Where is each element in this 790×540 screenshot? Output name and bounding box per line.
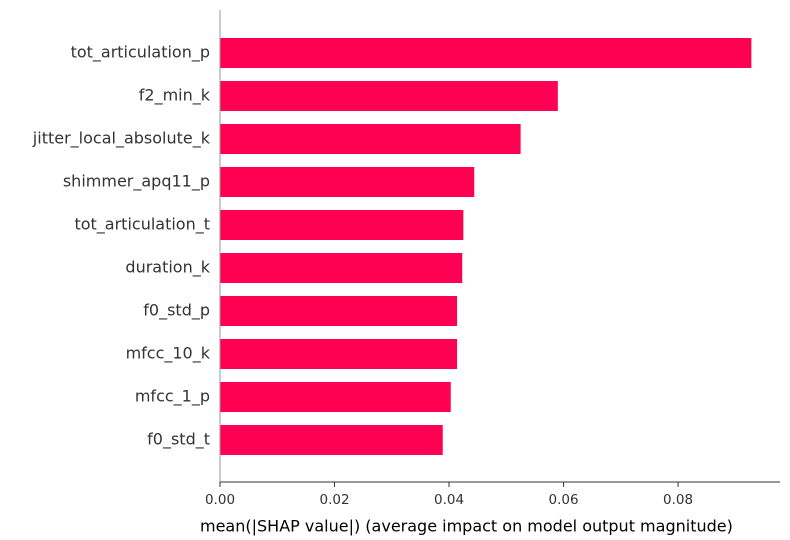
bar-f0_std_t [220, 425, 443, 455]
category-label-mfcc_1_p: mfcc_1_p [135, 387, 210, 407]
bar-jitter_local_absolute_k [220, 124, 521, 154]
x-tick-label: 0.08 [663, 492, 693, 508]
bar-shimmer_apq11_p [220, 167, 475, 197]
x-tick-label: 0.02 [319, 492, 349, 508]
bar-tot_articulation_t [220, 210, 464, 240]
category-labels-group: tot_articulation_p f2_min_k jitter_local_a… [32, 43, 211, 450]
x-axis-title: mean(|SHAP value|) (average impact on mo… [200, 517, 733, 536]
category-label-tot_articulation_t: tot_articulation_t [74, 215, 210, 235]
category-label-jitter_local_absolute_k: jitter_local_absolute_k [32, 129, 211, 149]
category-label-f0_std_p: f0_std_p [143, 301, 210, 321]
category-label-f0_std_t: f0_std_t [147, 430, 210, 450]
bar-f0_std_p [220, 296, 458, 326]
bar-f2_min_k [220, 81, 558, 111]
x-tick-label: 0.00 [205, 492, 235, 508]
category-label-duration_k: duration_k [125, 258, 210, 278]
bar-mfcc_10_k [220, 339, 458, 369]
x-tick-label: 0.06 [549, 492, 579, 508]
x-ticks-group: 0.00 0.02 0.04 0.06 0.08 [205, 482, 693, 508]
bar-mfcc_1_p [220, 382, 451, 412]
category-label-tot_articulation_p: tot_articulation_p [71, 43, 210, 63]
bar-tot_articulation_p [220, 38, 752, 68]
bar-duration_k [220, 253, 463, 283]
category-label-shimmer_apq11_p: shimmer_apq11_p [63, 172, 210, 192]
category-label-f2_min_k: f2_min_k [139, 86, 211, 106]
bars-group [220, 38, 752, 455]
x-tick-label: 0.04 [434, 492, 464, 508]
category-label-mfcc_10_k: mfcc_10_k [126, 344, 211, 364]
